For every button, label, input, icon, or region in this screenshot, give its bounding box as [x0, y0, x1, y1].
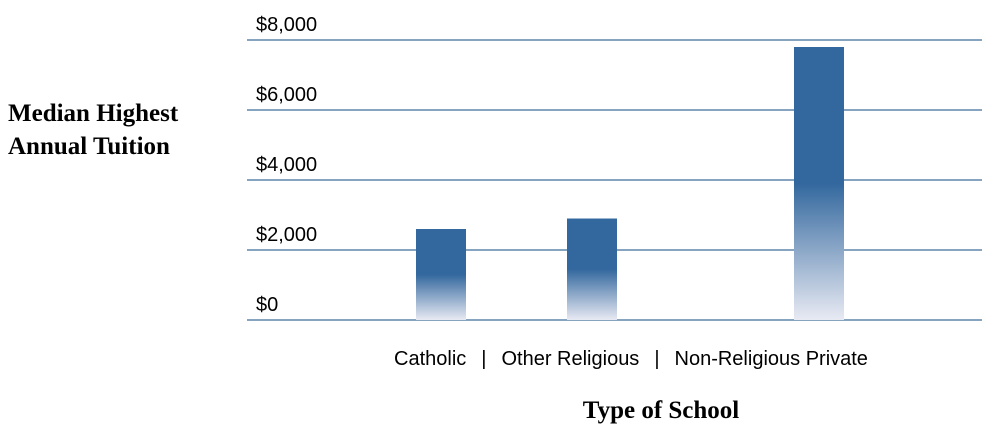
- category-separator: |: [481, 348, 486, 370]
- category-labels: Catholic | Other Religious | Non-Religious P…: [394, 348, 868, 370]
- y-tick-label: $6,000: [256, 84, 317, 106]
- bar-catholic: [416, 229, 466, 320]
- bars: [416, 47, 844, 320]
- x-axis-label: Type of School: [583, 397, 740, 424]
- y-tick-label: $8,000: [256, 14, 317, 36]
- gridlines: [247, 39, 982, 321]
- y-tick-label: $2,000: [256, 224, 317, 246]
- bar-non-religious-private: [794, 47, 844, 320]
- y-axis-label-line-1: Median Highest: [8, 100, 179, 127]
- category-label: Non-Religious Private: [675, 348, 868, 370]
- y-tick-label: $4,000: [256, 154, 317, 176]
- y-tick-label: $0: [256, 294, 278, 316]
- category-separator: |: [654, 348, 659, 370]
- category-label: Other Religious: [501, 348, 639, 370]
- y-tick-labels: $0 $2,000 $4,000 $6,000 $8,000: [256, 14, 317, 316]
- category-label: Catholic: [394, 348, 466, 370]
- y-axis-label-line-2: Annual Tuition: [8, 133, 170, 160]
- bar-other-religious: [567, 218, 617, 320]
